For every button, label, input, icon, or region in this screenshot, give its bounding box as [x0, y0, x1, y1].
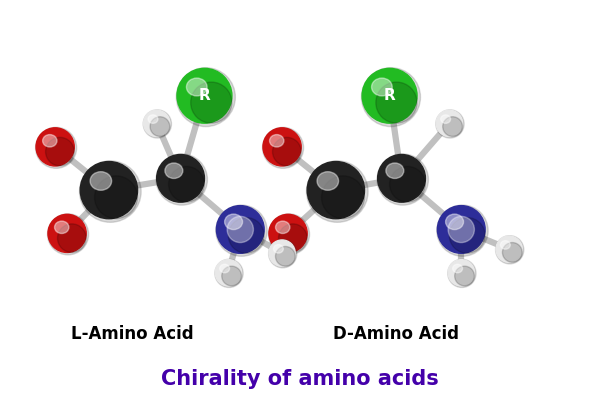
- Ellipse shape: [455, 266, 475, 286]
- Ellipse shape: [448, 259, 476, 287]
- Ellipse shape: [36, 128, 74, 166]
- Ellipse shape: [389, 166, 425, 202]
- Ellipse shape: [307, 161, 368, 222]
- Ellipse shape: [496, 236, 524, 264]
- Ellipse shape: [269, 240, 295, 266]
- Ellipse shape: [263, 128, 301, 166]
- Ellipse shape: [177, 69, 232, 123]
- Ellipse shape: [449, 217, 485, 253]
- Ellipse shape: [448, 260, 475, 286]
- Ellipse shape: [361, 68, 421, 127]
- Ellipse shape: [169, 166, 205, 202]
- Ellipse shape: [224, 214, 242, 230]
- Ellipse shape: [275, 246, 295, 266]
- Ellipse shape: [150, 117, 170, 136]
- Ellipse shape: [268, 214, 310, 255]
- Ellipse shape: [278, 224, 307, 253]
- Ellipse shape: [269, 214, 307, 253]
- Text: R: R: [199, 88, 211, 103]
- Ellipse shape: [377, 154, 428, 205]
- Ellipse shape: [216, 205, 267, 256]
- Ellipse shape: [143, 110, 172, 138]
- Ellipse shape: [500, 241, 510, 249]
- Ellipse shape: [452, 264, 463, 273]
- Ellipse shape: [307, 162, 365, 219]
- Ellipse shape: [272, 137, 301, 166]
- Ellipse shape: [46, 137, 74, 166]
- Ellipse shape: [215, 260, 241, 286]
- Ellipse shape: [229, 217, 264, 253]
- Ellipse shape: [269, 135, 284, 147]
- Ellipse shape: [227, 216, 253, 243]
- Ellipse shape: [436, 110, 463, 136]
- Ellipse shape: [95, 176, 137, 219]
- Ellipse shape: [377, 154, 425, 202]
- Ellipse shape: [215, 259, 243, 287]
- Ellipse shape: [157, 154, 205, 202]
- Ellipse shape: [176, 68, 235, 127]
- Ellipse shape: [269, 240, 297, 268]
- Ellipse shape: [165, 163, 183, 179]
- Ellipse shape: [274, 245, 283, 253]
- Ellipse shape: [222, 266, 241, 286]
- Text: R: R: [384, 88, 395, 103]
- Ellipse shape: [371, 78, 392, 96]
- Ellipse shape: [90, 172, 112, 190]
- Text: Chirality of amino acids: Chirality of amino acids: [161, 369, 439, 389]
- Ellipse shape: [437, 205, 488, 256]
- Ellipse shape: [55, 221, 69, 234]
- Ellipse shape: [80, 162, 137, 219]
- Ellipse shape: [43, 135, 57, 147]
- Ellipse shape: [80, 161, 141, 222]
- Ellipse shape: [187, 78, 207, 96]
- Ellipse shape: [58, 224, 86, 253]
- Text: L-Amino Acid: L-Amino Acid: [71, 325, 194, 343]
- Ellipse shape: [448, 216, 475, 243]
- Ellipse shape: [386, 163, 404, 179]
- Ellipse shape: [362, 69, 417, 123]
- Ellipse shape: [275, 221, 290, 234]
- Ellipse shape: [446, 214, 464, 230]
- Ellipse shape: [437, 206, 485, 253]
- Ellipse shape: [317, 172, 338, 190]
- Ellipse shape: [443, 117, 463, 136]
- Ellipse shape: [220, 264, 230, 273]
- Ellipse shape: [191, 82, 232, 123]
- Text: D-Amino Acid: D-Amino Acid: [332, 325, 458, 343]
- Ellipse shape: [496, 236, 522, 262]
- Ellipse shape: [376, 82, 417, 123]
- Ellipse shape: [262, 128, 304, 168]
- Ellipse shape: [156, 154, 208, 205]
- Ellipse shape: [35, 128, 77, 168]
- Ellipse shape: [217, 206, 264, 253]
- Ellipse shape: [322, 176, 365, 219]
- Ellipse shape: [148, 115, 158, 123]
- Ellipse shape: [47, 214, 89, 255]
- Ellipse shape: [436, 110, 464, 138]
- Ellipse shape: [143, 110, 170, 136]
- Ellipse shape: [502, 243, 522, 262]
- Ellipse shape: [48, 214, 86, 253]
- Ellipse shape: [440, 115, 451, 123]
